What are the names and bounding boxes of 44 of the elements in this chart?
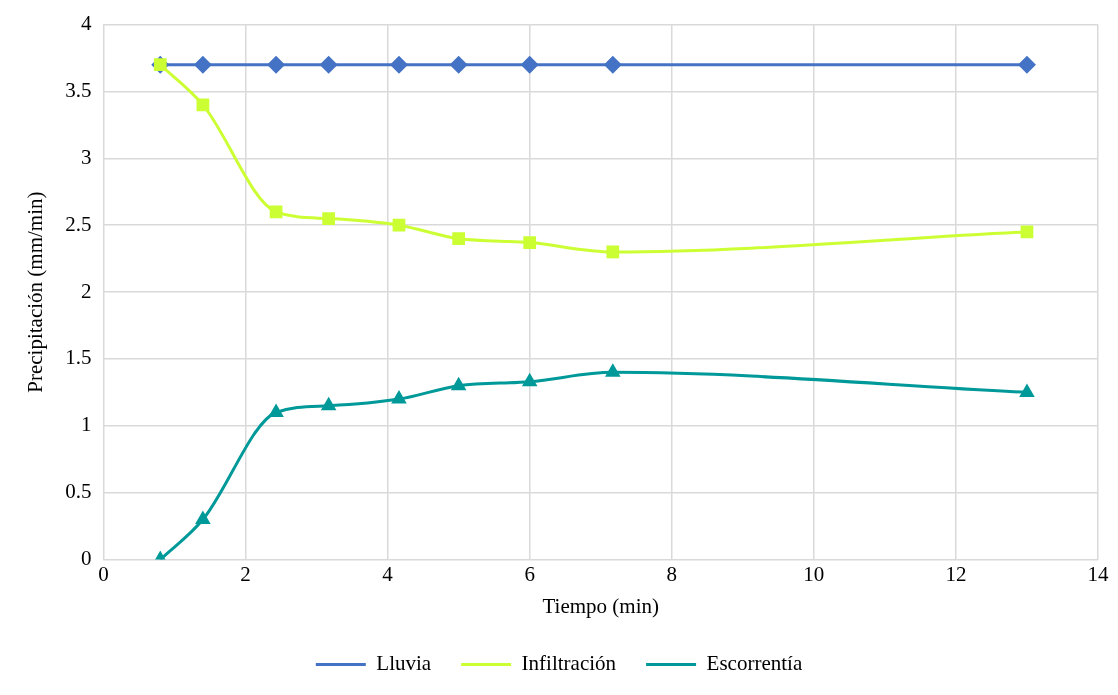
point (320, 396, 337, 411)
point (193, 55, 212, 74)
point (603, 55, 622, 74)
point (391, 390, 407, 404)
point (268, 403, 284, 417)
legend-label: Lluvia (376, 651, 432, 676)
point (269, 205, 283, 219)
point (606, 245, 620, 259)
y-tick-label: 3.5 (65, 77, 92, 102)
point (450, 376, 467, 391)
x-tick-label: 4 (382, 561, 394, 586)
point (452, 232, 466, 245)
y-tick-label: 1 (80, 412, 92, 437)
y-tick-label: 1.5 (65, 345, 92, 370)
x-tick-label: 12 (945, 561, 967, 586)
point (392, 218, 406, 232)
point (195, 510, 211, 524)
point (520, 55, 539, 74)
y-tick-label: 0.5 (65, 479, 92, 504)
x-tick-label: 0 (98, 561, 109, 586)
y-axis-title: Precipitación (mm/min) (23, 191, 48, 393)
point (1017, 55, 1036, 74)
y-tick-label: 4 (80, 11, 92, 36)
y-tick-label: 2.5 (65, 211, 92, 236)
x-tick-label: 10 (803, 561, 825, 586)
legend-label: Escorrentía (706, 651, 803, 676)
point (267, 55, 286, 74)
point (605, 363, 621, 377)
point (521, 372, 538, 387)
y-tick-label: 3 (80, 144, 92, 169)
x-tick-label: 2 (240, 561, 251, 586)
x-tick-label: 8 (666, 561, 678, 586)
point (389, 55, 408, 74)
point (196, 98, 210, 112)
point (319, 55, 338, 74)
y-tick-label: 2 (80, 278, 92, 303)
legend-label: Infiltración (521, 651, 617, 676)
point (1019, 383, 1035, 397)
x-tick-label: 6 (524, 561, 535, 586)
point (322, 212, 336, 225)
point (449, 55, 468, 74)
x-axis-title: Tiempo (min) (542, 593, 659, 618)
point (523, 236, 537, 249)
x-tick-label: 14 (1087, 561, 1109, 586)
